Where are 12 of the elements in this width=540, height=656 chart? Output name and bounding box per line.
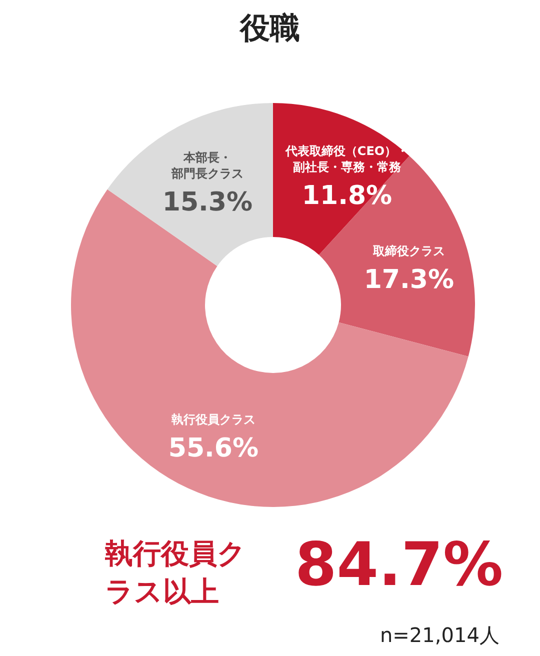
data-label: 11.8% xyxy=(302,180,392,211)
data-label: 55.6% xyxy=(168,434,259,464)
text: 執行役員クラス以上 xyxy=(105,536,247,610)
slice-label: 取締役クラス xyxy=(372,244,445,258)
chart-title: 役職 xyxy=(238,10,301,48)
text: n=21,014人 xyxy=(380,622,500,649)
slice-label: 本部長・部門長クラス xyxy=(170,150,244,180)
donut-slice xyxy=(107,103,273,266)
slice-label: 執行役員クラス xyxy=(170,412,256,427)
data-label: 15.3% xyxy=(162,187,253,218)
text: 84.7% xyxy=(295,530,504,600)
data-label: 17.3% xyxy=(364,265,454,296)
